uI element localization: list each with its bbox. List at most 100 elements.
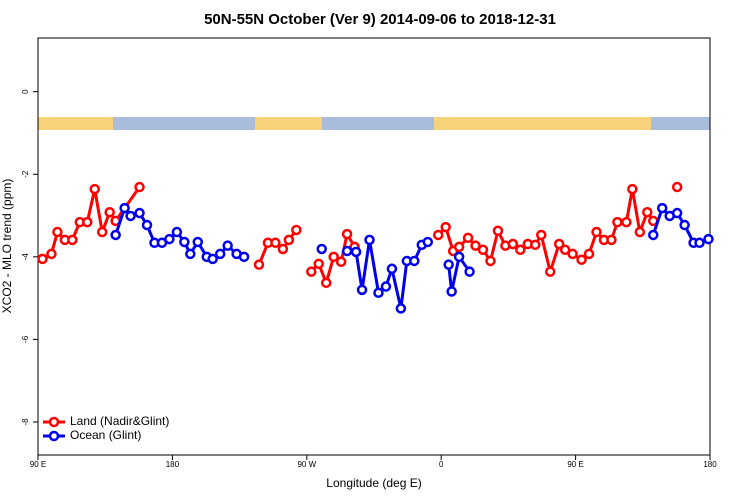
x-axis-label: Longitude (deg E)	[326, 476, 421, 490]
chart-title: 50N-55N October (Ver 9) 2014-09-06 to 20…	[204, 11, 556, 28]
point-marker	[270, 237, 281, 249]
y-tick-label: -4	[21, 253, 30, 261]
point-marker	[316, 243, 327, 255]
point-marker	[576, 254, 587, 265]
point-marker	[277, 243, 289, 255]
point-marker	[380, 281, 392, 292]
point-marker	[507, 238, 519, 250]
point-marker	[453, 241, 465, 253]
point-marker	[214, 248, 226, 260]
point-marker	[409, 255, 420, 267]
point-marker	[446, 286, 457, 297]
point-marker	[422, 236, 434, 248]
point-marker	[477, 244, 489, 256]
point-marker	[238, 251, 250, 263]
point-marker	[192, 236, 204, 248]
x-tick-label: 90 E	[567, 460, 583, 469]
x-tick-label: 90 E	[30, 460, 46, 469]
series-line	[447, 255, 471, 294]
y-tick-label: -6	[21, 335, 30, 343]
point-marker	[485, 255, 496, 267]
point-marker	[621, 216, 632, 228]
legend-marker	[48, 430, 60, 442]
point-marker	[283, 234, 295, 246]
point-marker	[320, 277, 332, 289]
point-marker	[207, 253, 218, 265]
point-marker	[470, 240, 481, 251]
point-marker	[67, 234, 78, 246]
point-marker	[134, 207, 145, 219]
point-marker	[583, 248, 595, 260]
series-line	[437, 187, 655, 274]
series	[110, 202, 714, 314]
point-marker	[606, 234, 617, 246]
point-marker	[386, 263, 398, 275]
point-marker	[364, 234, 375, 246]
x-tick-label: 90 W	[297, 460, 316, 469]
point-marker	[164, 233, 175, 245]
point-marker	[291, 224, 302, 236]
point-marker	[703, 233, 714, 245]
point-marker	[141, 219, 153, 231]
x-tick-label: 180	[703, 460, 717, 469]
ocean-band	[651, 117, 710, 130]
point-marker	[89, 183, 100, 195]
x-tick-label: 180	[166, 460, 180, 469]
point-marker	[253, 259, 265, 270]
point-marker	[679, 219, 690, 231]
point-marker	[440, 221, 451, 233]
point-marker	[642, 206, 653, 218]
point-marker	[453, 251, 465, 263]
y-axis-label: XCO2 - MLO trend (ppm)	[0, 179, 14, 314]
point-marker	[694, 237, 705, 249]
x-tick-label: 0	[439, 460, 444, 469]
land-ocean-strip	[38, 117, 710, 130]
point-marker	[46, 248, 57, 260]
point-marker	[171, 226, 183, 238]
point-marker	[82, 216, 93, 228]
point-marker	[134, 181, 145, 193]
y-tick-label: 0	[21, 89, 30, 94]
point-marker	[536, 229, 547, 241]
point-marker	[110, 229, 121, 241]
ocean-band	[322, 117, 434, 130]
point-marker	[222, 240, 233, 251]
point-marker	[395, 303, 407, 314]
point-marker	[515, 244, 526, 256]
point-marker	[125, 210, 136, 222]
point-marker	[104, 206, 115, 218]
point-marker	[567, 248, 578, 260]
y-tick-label: -2	[21, 170, 30, 178]
point-marker	[656, 202, 668, 214]
point-marker	[432, 229, 444, 241]
point-marker	[328, 251, 339, 263]
point-marker	[544, 266, 556, 277]
point-marker	[492, 225, 504, 237]
point-marker	[52, 226, 63, 238]
point-marker	[634, 226, 646, 238]
point-marker	[530, 239, 541, 251]
point-marker	[356, 284, 368, 296]
point-marker	[306, 266, 317, 277]
point-marker	[373, 287, 384, 298]
legend-label: Land (Nadir&Glint)	[70, 414, 169, 428]
plot-frame	[37, 37, 711, 456]
point-marker	[671, 207, 683, 219]
point-marker	[464, 266, 475, 277]
point-marker	[341, 245, 353, 257]
series	[37, 181, 683, 289]
point-marker	[627, 183, 638, 195]
point-marker	[37, 253, 48, 265]
point-marker	[612, 216, 623, 228]
point-marker	[96, 226, 108, 238]
point-marker	[591, 226, 602, 238]
point-marker	[335, 256, 347, 268]
point-marker	[443, 259, 454, 270]
point-marker	[179, 236, 190, 248]
point-marker	[553, 238, 565, 250]
point-marker	[648, 229, 659, 241]
legend-marker	[48, 416, 60, 428]
point-marker	[671, 181, 683, 193]
point-marker	[559, 244, 571, 256]
